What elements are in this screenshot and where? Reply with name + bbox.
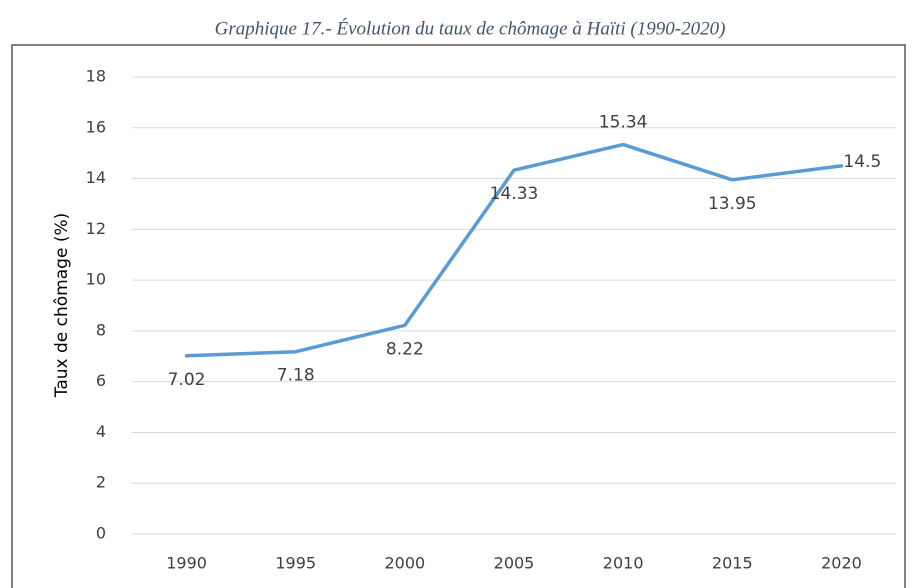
chart-border (11, 44, 906, 588)
y-tick-label: 14 (86, 168, 106, 187)
x-tick-label: 1990 (166, 554, 207, 573)
y-tick-label: 6 (96, 371, 106, 390)
chart-title: Graphique 17.- Évolution du taux de chôm… (215, 17, 726, 39)
y-tick-label: 10 (86, 270, 106, 289)
x-tick-label: 2000 (384, 554, 425, 573)
x-tick-label: 2020 (821, 554, 862, 573)
y-tick-label: 4 (96, 422, 106, 441)
data-label: 7.02 (168, 370, 206, 390)
y-tick-label: 8 (96, 320, 106, 339)
x-tick-label: 2010 (603, 554, 644, 573)
data-label: 7.18 (277, 366, 315, 386)
data-label: 14.33 (490, 184, 539, 204)
line-series (184, 142, 844, 358)
y-tick-label: 0 (96, 524, 106, 543)
data-label: 13.95 (708, 194, 757, 214)
data-label: 8.22 (386, 339, 424, 359)
x-tick-label: 2005 (494, 554, 535, 573)
x-tick-label: 2015 (712, 554, 753, 573)
y-tick-label: 16 (86, 117, 106, 136)
data-label: 15.34 (599, 113, 648, 133)
data-label: 14.5 (843, 152, 881, 172)
x-tick-label: 1995 (275, 554, 316, 573)
y-axis-title: Taux de chômage (%) (52, 213, 72, 398)
y-tick-label: 18 (86, 67, 106, 86)
y-tick-label: 12 (86, 219, 106, 238)
y-tick-label: 2 (96, 473, 106, 492)
